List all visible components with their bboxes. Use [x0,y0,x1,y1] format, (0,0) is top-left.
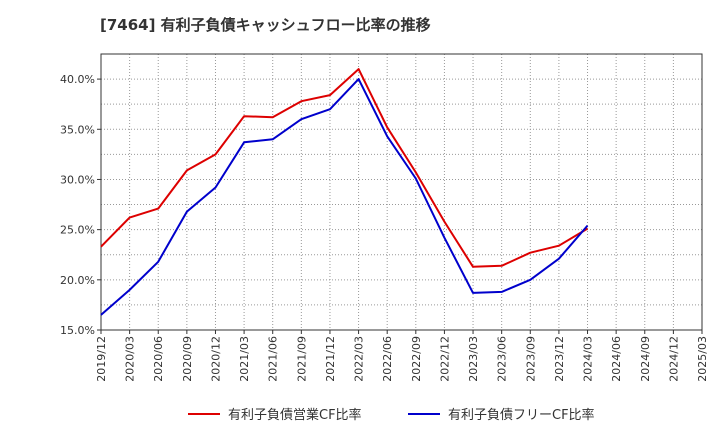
x-tick-label: 2020/09 [181,336,194,382]
x-tick-label: 2025/03 [696,336,709,382]
x-tick-label: 2020/03 [124,336,137,382]
x-tick-label: 2023/03 [467,336,480,382]
x-tick-label: 2021/06 [267,336,280,382]
y-tick-label: 35.0% [60,123,95,136]
x-tick-label: 2022/06 [381,336,394,382]
x-tick-label: 2021/09 [295,336,308,382]
x-tick-label: 2019/12 [95,336,108,382]
x-tick-label: 2021/03 [238,336,251,382]
legend-label-2: 有利子負債フリーCF比率 [448,407,595,423]
x-tick-label: 2022/12 [438,336,451,382]
plot-area [101,54,702,330]
plot-border [100,53,703,331]
x-tick-label: 2022/03 [353,336,366,382]
x-tick-label: 2023/12 [553,336,566,382]
x-tick-label: 2020/06 [152,336,165,382]
x-tick-label: 2021/12 [324,336,337,382]
x-tick-label: 2022/09 [410,336,423,382]
y-tick-label: 20.0% [60,274,95,287]
x-tick-label: 2023/09 [524,336,537,382]
series-line-1 [100,68,589,268]
x-tick-label: 2024/06 [610,336,623,382]
legend-label-1: 有利子負債営業CF比率 [228,407,362,423]
y-tick-label: 40.0% [60,73,95,86]
chart-title: [7464] 有利子負債キャッシュフロー比率の推移 [100,16,431,34]
series-line-2 [100,78,589,316]
x-tick-label: 2024/09 [639,336,652,382]
y-tick-label: 25.0% [60,224,95,237]
y-tick-label: 30.0% [60,173,95,186]
x-tick-label: 2023/06 [496,336,509,382]
x-tick-label: 2024/12 [667,336,680,382]
x-tick-label: 2024/03 [582,336,595,382]
y-tick-label: 15.0% [60,324,95,337]
x-tick-label: 2020/12 [209,336,222,382]
